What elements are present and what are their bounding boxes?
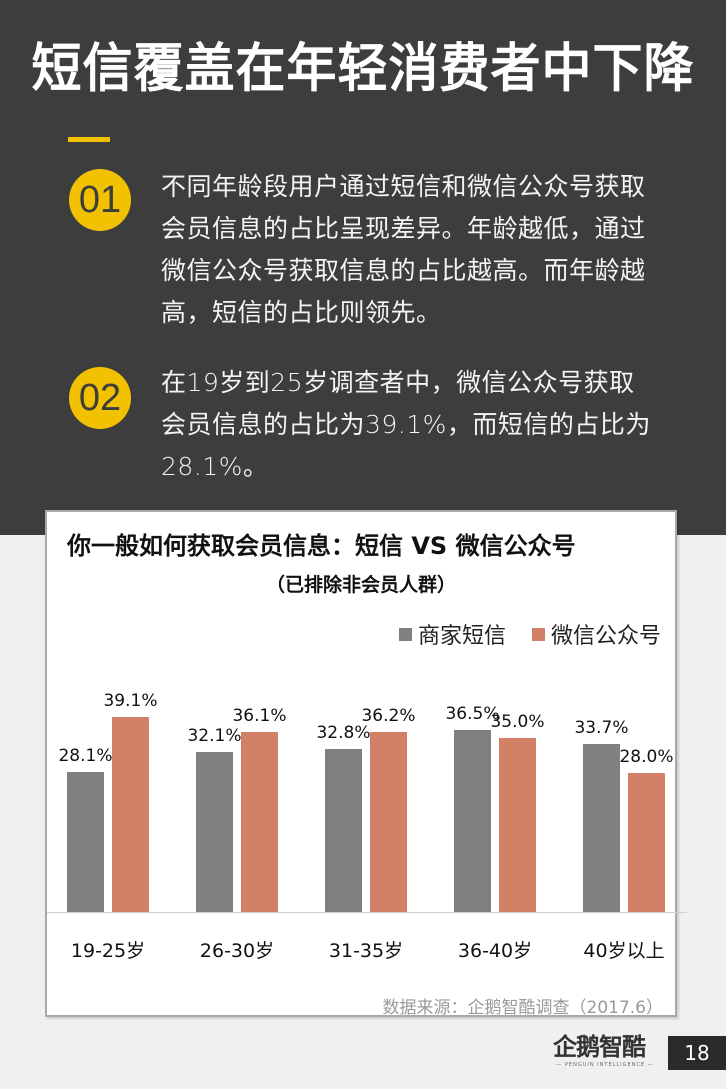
x-axis-category-label: 31-35岁: [328, 940, 404, 962]
bar-sms: [67, 772, 104, 912]
point-badge-01: 01: [69, 169, 131, 231]
bar-wechat: [499, 737, 536, 912]
bar-sms: [454, 730, 491, 912]
chart-title: 你一般如何获取会员信息：短信 VS 微信公众号: [67, 532, 576, 560]
bar-sms: [325, 748, 362, 912]
chart-card: 你一般如何获取会员信息：短信 VS 微信公众号 （已排除非会员人群） 商家短信 …: [45, 510, 687, 1018]
text-line: 微信公众号获取信息的占比越高。而年龄越: [161, 256, 646, 285]
data-source-note: 数据来源：企鹅智酷调查（2017.6）: [382, 998, 663, 1018]
x-axis-line: [47, 912, 687, 913]
bar-value-label: 33.7%: [574, 718, 629, 739]
text-line: 不同年龄段用户通过短信和微信公众号获取: [161, 172, 646, 201]
logo-subtext: — PENGUIN INTELLIGENCE —: [556, 1062, 654, 1068]
bar-value-label: 32.1%: [187, 726, 242, 747]
page-number: 18: [668, 1036, 726, 1070]
point-badge-02: 02: [69, 367, 131, 429]
legend-label: 微信公众号: [550, 624, 661, 649]
bar-sms: [583, 744, 620, 912]
bar-wechat: [112, 717, 149, 912]
legend-swatch-wechat: [531, 627, 545, 641]
point-text-01: 不同年龄段用户通过短信和微信公众号获取 会员信息的占比呈现差异。年龄越低，通过 …: [161, 166, 691, 334]
bar-wechat: [370, 731, 407, 912]
bar-value-label: 35.0%: [490, 711, 545, 732]
x-axis-category-label: 40岁以上: [583, 940, 665, 962]
accent-divider: [68, 137, 110, 142]
bar-value-label: 36.5%: [445, 704, 500, 725]
brand-logo: 企鹅智酷 — PENGUIN INTELLIGENCE —: [553, 1034, 657, 1074]
text-line: 会员信息的占比为39.1%，而短信的占比为: [161, 410, 651, 439]
x-axis-category-label: 36-40岁: [457, 940, 533, 962]
bar-plot-area: 28.1% 39.1% 19-25岁 32.1% 36.1% 26-30岁 32.8% 36.…: [47, 512, 675, 1015]
x-axis-category-label: 19-25岁: [70, 940, 146, 962]
chart-subtitle: （已排除非会员人群）: [265, 574, 456, 596]
bar-value-label: 36.2%: [361, 705, 416, 726]
text-line: 会员信息的占比呈现差异。年龄越低，通过: [161, 214, 646, 243]
bar-value-label: 28.0%: [619, 746, 674, 767]
bar-wechat: [241, 732, 278, 912]
text-line: 高，短信的占比则领先。: [161, 298, 442, 327]
bar-value-label: 28.1%: [58, 746, 113, 767]
legend-item-wechat: 微信公众号: [531, 618, 661, 650]
page-title: 短信覆盖在年轻消费者中下降: [31, 37, 695, 99]
bar-value-label: 39.1%: [103, 691, 158, 712]
legend-swatch-sms: [398, 627, 412, 641]
legend-label: 商家短信: [417, 624, 506, 649]
bar-value-label: 36.1%: [232, 706, 287, 727]
header-background: [0, 0, 726, 535]
logo-text: 企鹅智酷: [553, 1033, 646, 1061]
x-axis-category-label: 26-30岁: [199, 940, 275, 962]
point-text-02: 在19岁到25岁调查者中，微信公众号获取 会员信息的占比为39.1%，而短信的占…: [161, 362, 691, 488]
bar-value-label: 32.8%: [316, 722, 371, 743]
text-line: 28.1%。: [161, 452, 269, 481]
bar-sms: [196, 752, 233, 912]
bar-wechat: [628, 772, 665, 912]
chart-legend: 商家短信 微信公众号: [398, 618, 661, 650]
text-line: 在19岁到25岁调查者中，微信公众号获取: [161, 368, 635, 397]
legend-item-sms: 商家短信: [398, 618, 506, 650]
